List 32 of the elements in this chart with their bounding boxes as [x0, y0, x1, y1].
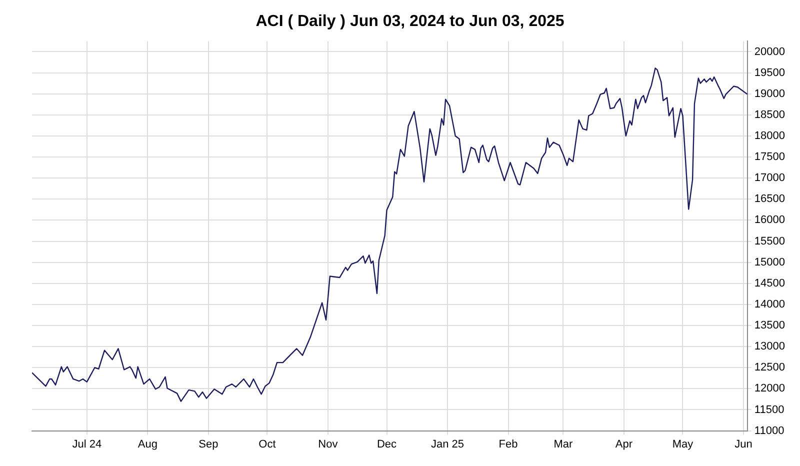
y-tick-label: 15000	[754, 256, 786, 268]
y-tick-label: 18000	[754, 130, 786, 142]
y-tick-label: 11000	[754, 424, 784, 437]
y-tick-label: 16000	[754, 214, 786, 226]
x-tick-label: Apr	[615, 438, 633, 450]
y-tick-label: 19500	[754, 66, 786, 79]
y-tick-label: 16500	[754, 193, 786, 206]
y-tick-label: 17000	[754, 172, 786, 184]
y-tick-label: 14500	[754, 277, 786, 290]
y-tick-label: 15500	[754, 235, 786, 248]
y-tick-label: 14000	[754, 298, 786, 310]
y-tick-label: 20000	[754, 46, 786, 58]
y-tick-label: 11500	[754, 404, 784, 416]
y-tick-label: 19000	[754, 88, 786, 100]
y-tick-label: 13500	[754, 320, 786, 332]
x-tick-label: Feb	[498, 438, 518, 450]
y-tick-label: 13000	[754, 340, 786, 353]
chart-title: ACI ( Daily ) Jun 03, 2024 to Jun 03, 2025	[256, 13, 564, 30]
x-tick-label: Oct	[258, 438, 276, 450]
y-tick-label: 12000	[754, 382, 786, 395]
x-tick-label: Aug	[138, 438, 158, 450]
x-tick-label: Nov	[318, 438, 338, 450]
x-tick-label: May	[672, 438, 694, 450]
x-tick-label: Jul 24	[72, 438, 102, 450]
x-tick-label: Dec	[376, 438, 398, 450]
x-tick-label: Mar	[554, 438, 573, 450]
x-tick-label: Jun	[734, 438, 752, 450]
y-tick-label: 12500	[754, 362, 786, 374]
y-tick-label: 18500	[754, 108, 786, 121]
x-tick-label: Jan 25	[431, 438, 464, 450]
y-tick-label: 17500	[754, 151, 786, 164]
x-tick-label: Sep	[198, 438, 218, 450]
